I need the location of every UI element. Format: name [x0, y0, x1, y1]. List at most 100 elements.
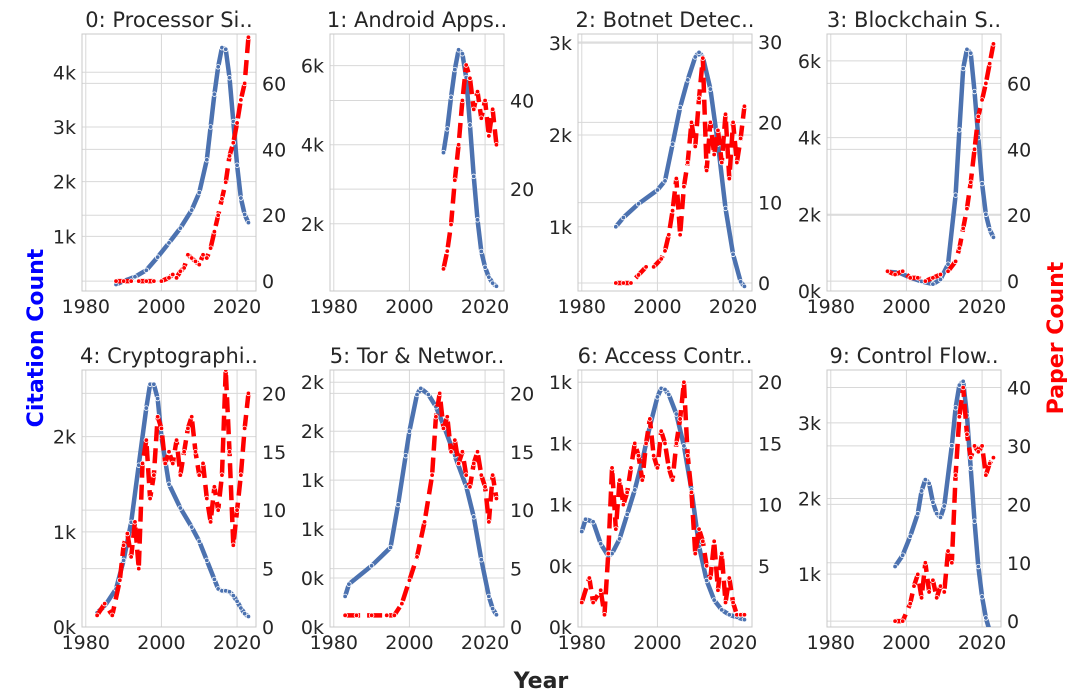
citation-point: [956, 127, 963, 133]
left-tick-label: 1k: [549, 217, 572, 239]
paper-point: [726, 575, 733, 581]
paper-point: [643, 264, 649, 270]
plot-frame: [329, 369, 505, 628]
paper-point: [662, 248, 668, 254]
paper-point: [945, 548, 951, 554]
paper-point: [493, 142, 500, 148]
paper-point: [700, 538, 706, 545]
citation-point: [971, 518, 978, 524]
right-tick-label: 10: [758, 193, 782, 215]
x-tick-label: 2020: [709, 632, 757, 654]
paper-point: [226, 153, 233, 159]
paper-point: [467, 484, 473, 490]
x-tick-label: 2020: [958, 632, 1006, 654]
paper-point: [188, 414, 195, 420]
citation-point: [669, 141, 676, 147]
citation-point: [666, 391, 672, 398]
x-tick-label: 2000: [385, 296, 433, 318]
right-tick-label: 40: [1007, 139, 1031, 161]
left-tick-label: 4k: [798, 128, 821, 150]
citation-point: [952, 192, 959, 198]
citation-point: [486, 593, 492, 600]
paper-point: [181, 449, 187, 455]
citation-point: [711, 597, 717, 603]
paper-point: [444, 414, 450, 420]
paper-point: [899, 268, 906, 274]
paper-point: [207, 245, 214, 251]
left-tick-label: 1k: [798, 564, 821, 586]
citation-point: [154, 395, 161, 402]
paper-point: [177, 472, 184, 478]
paper-point: [726, 175, 733, 182]
citation-point: [346, 581, 352, 587]
citation-point: [414, 391, 420, 398]
paper-point: [452, 177, 458, 183]
paper-point: [185, 425, 191, 432]
left-tick-label: 1k: [301, 470, 324, 492]
paper-point: [990, 41, 997, 47]
citation-point: [899, 552, 906, 558]
citation-point: [737, 279, 744, 285]
paper-point: [722, 111, 729, 118]
citation-point: [241, 610, 248, 617]
right-tick-label: 20: [510, 383, 534, 405]
citation-point: [681, 443, 687, 449]
left-tick-label: 2k: [798, 204, 821, 226]
citation-point: [719, 607, 725, 613]
paper-point: [117, 577, 123, 583]
paper-point: [673, 175, 680, 182]
paper-point: [666, 465, 672, 471]
paper-point: [586, 575, 593, 581]
left-tick-label: 0k: [301, 568, 324, 590]
series-group: [613, 49, 748, 290]
paper-point: [207, 519, 214, 525]
citation-point: [956, 382, 963, 388]
paper-point: [173, 437, 180, 443]
citation-point: [207, 124, 214, 130]
citation-point: [616, 536, 623, 542]
right-tick-label: 20: [758, 112, 782, 134]
paper-point: [151, 472, 157, 478]
citation-point: [211, 576, 218, 583]
left-tick-label: 3k: [798, 413, 821, 435]
citation-point: [440, 149, 447, 156]
paper-point: [669, 477, 676, 483]
citation-point: [949, 442, 955, 449]
paper-point: [200, 252, 206, 258]
paper-point: [930, 275, 936, 281]
paper-point: [692, 143, 698, 150]
right-tick-label: 30: [758, 32, 782, 54]
citation-point: [930, 499, 936, 505]
left-tick-label: 3k: [549, 33, 572, 55]
citation-count-line: [342, 386, 499, 618]
citation-point: [730, 251, 736, 257]
paper-point: [368, 612, 375, 619]
paper-point: [628, 465, 634, 471]
citation-point: [444, 126, 450, 132]
citation-point: [662, 178, 668, 184]
paper-point: [474, 88, 481, 95]
citation-point: [406, 428, 413, 434]
citation-point: [238, 195, 244, 201]
paper-point: [677, 232, 683, 238]
paper-point: [241, 425, 248, 432]
paper-point: [650, 264, 657, 270]
paper-point: [741, 103, 748, 109]
paper-point: [684, 452, 691, 459]
citation-point: [196, 189, 202, 196]
paper-point: [493, 495, 500, 502]
paper-point: [433, 414, 439, 420]
citation-point: [635, 201, 642, 207]
paper-point: [669, 207, 676, 214]
paper-point: [196, 261, 202, 268]
citation-point: [960, 65, 966, 72]
left-tick-label: 1k: [549, 433, 572, 455]
x-tick-label: 2000: [385, 632, 433, 654]
citation-point: [223, 46, 229, 53]
right-tick-label: 60: [1007, 73, 1031, 95]
left-tick-label: 6k: [798, 51, 821, 73]
x-tick-label: 1980: [310, 632, 358, 654]
paper-point: [459, 97, 466, 104]
paper-point: [975, 113, 982, 120]
paper-point: [968, 454, 974, 461]
